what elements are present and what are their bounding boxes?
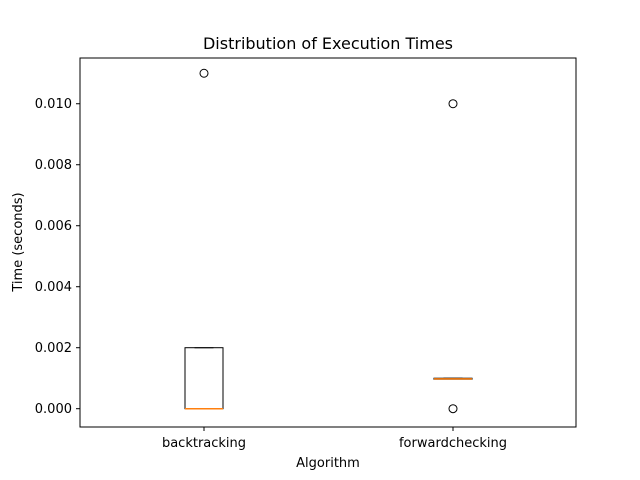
x-axis: backtracking forwardchecking	[162, 427, 507, 451]
y-axis-label: Time (seconds)	[11, 192, 26, 292]
y-axis: 0.000 0.002 0.004 0.006 0.008 0.010	[35, 97, 80, 417]
x-tick-label: forwardchecking	[399, 436, 507, 451]
outlier-point	[448, 99, 458, 109]
y-tick-label: 0.010	[35, 97, 72, 112]
boxes	[184, 68, 473, 414]
y-tick-label: 0.008	[35, 158, 72, 173]
outlier-point	[448, 404, 458, 414]
box-backtracking	[184, 68, 224, 410]
outlier-point	[199, 68, 209, 78]
x-axis-label: Algorithm	[296, 456, 360, 471]
chart-title: Distribution of Execution Times	[203, 34, 453, 53]
box-iqr	[184, 347, 224, 410]
plot-area-frame	[79, 57, 577, 428]
x-tick-label: backtracking	[162, 436, 246, 451]
box-forwardchecking	[433, 99, 473, 414]
y-tick-label: 0.004	[35, 280, 72, 295]
y-tick-label: 0.000	[35, 402, 72, 417]
y-tick-label: 0.006	[35, 219, 72, 234]
y-tick-label: 0.002	[35, 341, 72, 356]
